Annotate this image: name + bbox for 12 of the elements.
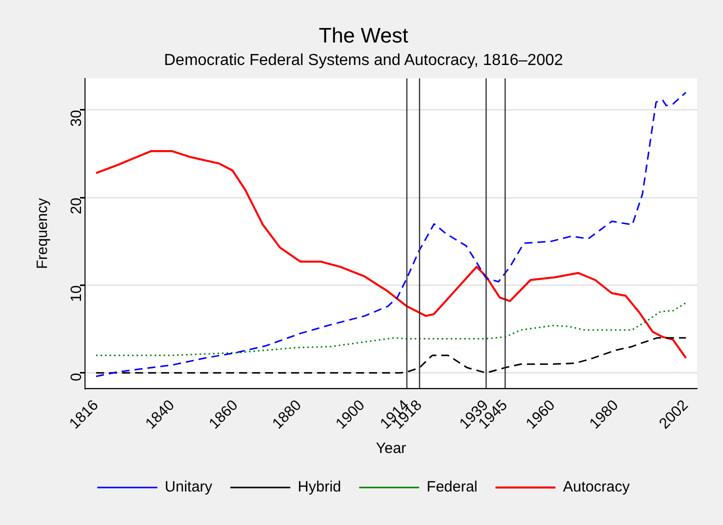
- y-axis-title: Frequency: [34, 198, 52, 269]
- legend-label: Unitary: [164, 478, 213, 496]
- legend-label: Federal: [426, 478, 478, 496]
- legend-label: Hybrid: [298, 478, 342, 496]
- x-axis-title: Year: [376, 440, 406, 458]
- y-tick-label: 0: [68, 372, 86, 382]
- chart-subtitle: Democratic Federal Systems and Autocracy, 1816–2002: [164, 52, 564, 70]
- chart-title: The West: [318, 24, 408, 48]
- legend-label: Autocracy: [563, 478, 630, 496]
- y-tick-label: 10: [68, 285, 86, 302]
- y-tick-label: 20: [68, 198, 86, 214]
- y-tick-label: 30: [68, 110, 86, 127]
